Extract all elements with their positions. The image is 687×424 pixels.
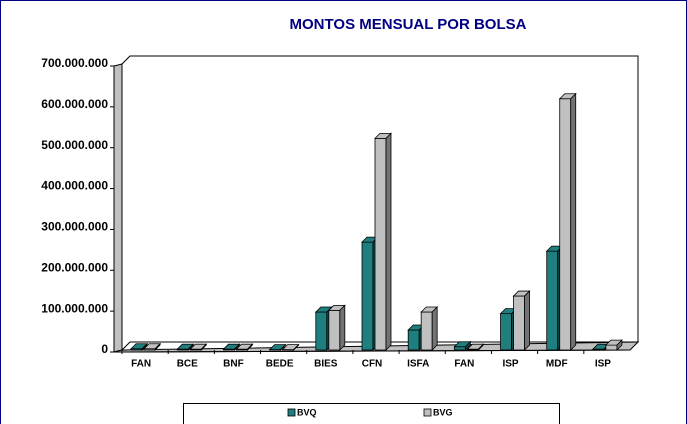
bar-front <box>513 295 525 351</box>
bar-side <box>234 343 240 351</box>
bar <box>189 343 208 351</box>
bar-side <box>200 343 207 351</box>
x-tick-label: CFN <box>362 359 383 370</box>
x-tick-label: BCE <box>177 359 198 370</box>
x-tick-label: BIES <box>314 359 338 370</box>
bar-front <box>328 309 341 351</box>
legend-box <box>183 403 560 424</box>
bar <box>327 304 346 351</box>
y-tick-label: 600.000.000 <box>41 97 108 111</box>
y-tick-label: 300.000.000 <box>41 220 108 234</box>
bar-front <box>546 250 559 351</box>
bar-side <box>280 343 287 351</box>
bar-front <box>559 98 572 351</box>
legend-swatch <box>287 408 296 417</box>
bar-front <box>361 241 374 351</box>
bar <box>130 342 149 351</box>
y-tick-label: 700.000.000 <box>41 56 108 70</box>
bar <box>558 92 577 351</box>
bar <box>222 343 241 351</box>
bar-side <box>385 132 392 351</box>
bar <box>466 343 485 351</box>
bar <box>420 306 439 351</box>
bar <box>143 342 162 351</box>
bar-front <box>315 311 328 351</box>
bar-side <box>570 92 577 351</box>
x-tick-label: ISP <box>502 359 518 370</box>
y-tick-label: 400.000.000 <box>41 179 108 193</box>
bar-side <box>141 342 148 351</box>
x-tick-label: MDF <box>546 359 568 370</box>
bar-front <box>420 311 433 351</box>
x-axis <box>113 349 631 353</box>
x-tick-label: ISP <box>595 359 611 370</box>
bar-front <box>453 346 466 351</box>
bar-side <box>247 343 253 351</box>
y-tick-label: 100.000.000 <box>41 301 108 315</box>
bar <box>268 343 287 351</box>
bar-side <box>154 342 161 351</box>
bar-side <box>187 343 194 351</box>
y-tick-label: 500.000.000 <box>41 138 108 152</box>
legend-swatch <box>423 408 432 417</box>
bar <box>512 290 531 351</box>
bar-front <box>374 137 387 351</box>
bar-front <box>605 344 618 351</box>
bar-front <box>407 329 420 351</box>
bar <box>235 343 254 351</box>
legend-label: BVQ <box>297 407 317 417</box>
y-tick-label: 200.000.000 <box>41 260 108 274</box>
bar-side <box>616 339 623 351</box>
bar-front <box>500 313 512 351</box>
bar-side <box>524 290 530 351</box>
bar-side <box>431 306 438 351</box>
x-tick-label: ISFA <box>407 359 429 370</box>
x-tick-label: FAN <box>131 359 151 370</box>
x-tick-label: FAN <box>454 359 474 370</box>
chart-title: MONTOS MENSUAL POR BOLSA <box>290 16 527 33</box>
bar <box>281 343 300 351</box>
bar-side <box>464 340 471 351</box>
legend-label: BVG <box>433 407 453 417</box>
bar-side <box>339 304 346 351</box>
bar <box>604 339 623 351</box>
x-tick-label: BNF <box>223 359 244 370</box>
y-tick-label: 0 <box>101 342 108 356</box>
side-wall <box>113 63 123 353</box>
bar <box>374 132 392 351</box>
bar-side <box>293 343 300 351</box>
x-tick-label: BEDE <box>266 359 294 370</box>
bar <box>176 343 195 351</box>
bar <box>453 340 472 351</box>
bar-side <box>477 343 484 351</box>
